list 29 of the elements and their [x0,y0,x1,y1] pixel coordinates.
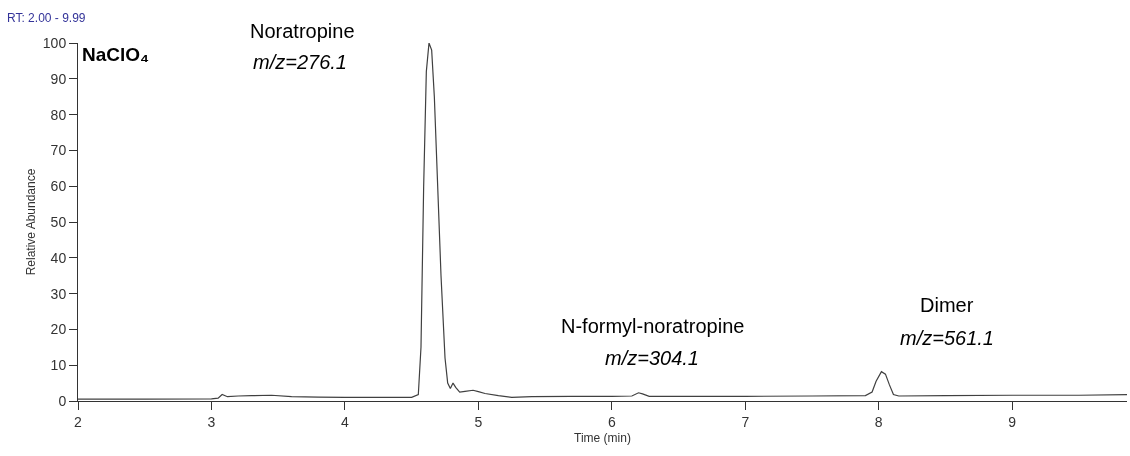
annotation: Dimer [920,294,974,316]
y-tick-label: 50 [50,213,67,230]
annotation: NaClO₄ [82,44,150,65]
x-tick-label: 4 [341,413,350,430]
text: RT: 2.00 - 9.99 [7,11,86,25]
y-tick-label: 30 [50,285,67,302]
y-tick-label: 20 [50,321,67,338]
x-axis-title: Time (min) [574,430,631,445]
annotation: m/z=304.1 [605,347,699,369]
y-tick-label: 70 [50,142,67,159]
annotation: m/z=561.1 [900,327,994,349]
text: Noratropine [250,20,355,42]
x-tick-label: 3 [207,413,216,430]
x-tick-label: 6 [607,413,616,430]
annotation: m/z=276.1 [253,51,347,73]
y-tick-label: 40 [50,249,67,266]
y-tick-label: 80 [50,106,67,123]
y-tick-label: 100 [42,34,67,51]
x-tick-label: 9 [1008,413,1017,430]
x-tick-label: 5 [474,413,483,430]
x-tick-label: 7 [741,413,750,430]
y-tick-label: 90 [50,70,67,87]
y-tick-label: 0 [58,392,67,409]
y-tick-label: 10 [50,357,67,374]
y-tick-label: 60 [50,178,67,195]
x-tick-label: 8 [874,413,883,430]
y-axis-title: Relative Abundance [24,168,39,276]
annotation: N-formyl-noratropine [561,315,745,337]
x-tick-label: 2 [74,413,83,430]
